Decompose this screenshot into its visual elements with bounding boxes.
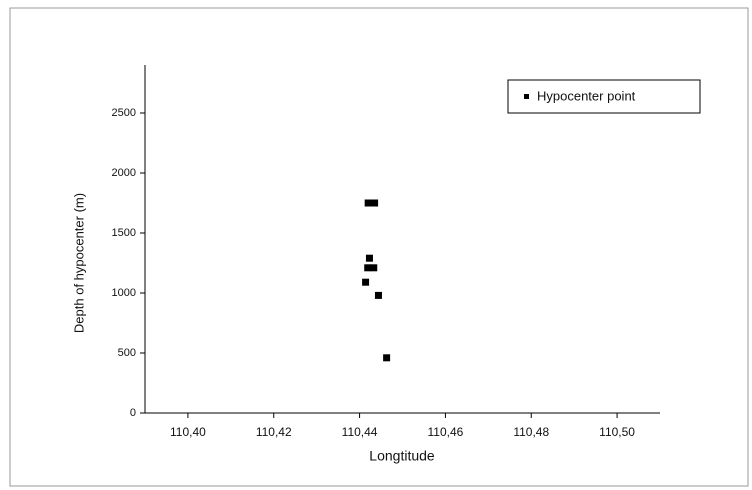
x-tick-label: 110,50 xyxy=(599,425,635,439)
y-tick-label: 1500 xyxy=(112,227,136,239)
legend-label: Hypocenter point xyxy=(537,88,636,103)
point xyxy=(364,264,372,272)
y-axis-label: Depth of hypocenter (m) xyxy=(71,193,86,333)
x-axis-label: Longtitude xyxy=(369,448,435,464)
x-tick-label: 110,40 xyxy=(170,425,206,439)
x-tick-label: 110,44 xyxy=(342,425,378,439)
x-tick-label: 110,46 xyxy=(428,425,464,439)
point xyxy=(374,291,382,299)
y-tick-label: 0 xyxy=(130,407,136,419)
legend-box xyxy=(507,79,701,114)
point xyxy=(371,199,379,207)
point xyxy=(362,278,370,286)
point xyxy=(383,354,391,362)
x-tick-label: 110,48 xyxy=(513,425,549,439)
point xyxy=(370,264,378,272)
point xyxy=(364,199,372,207)
y-tick-label: 1000 xyxy=(112,287,136,299)
legend-marker xyxy=(524,94,529,99)
y-tick-label: 2000 xyxy=(112,167,136,179)
x-tick-label: 110,42 xyxy=(256,425,292,439)
y-tick-label: 500 xyxy=(118,347,136,359)
y-tick-label: 2500 xyxy=(112,107,136,119)
point xyxy=(365,254,373,262)
